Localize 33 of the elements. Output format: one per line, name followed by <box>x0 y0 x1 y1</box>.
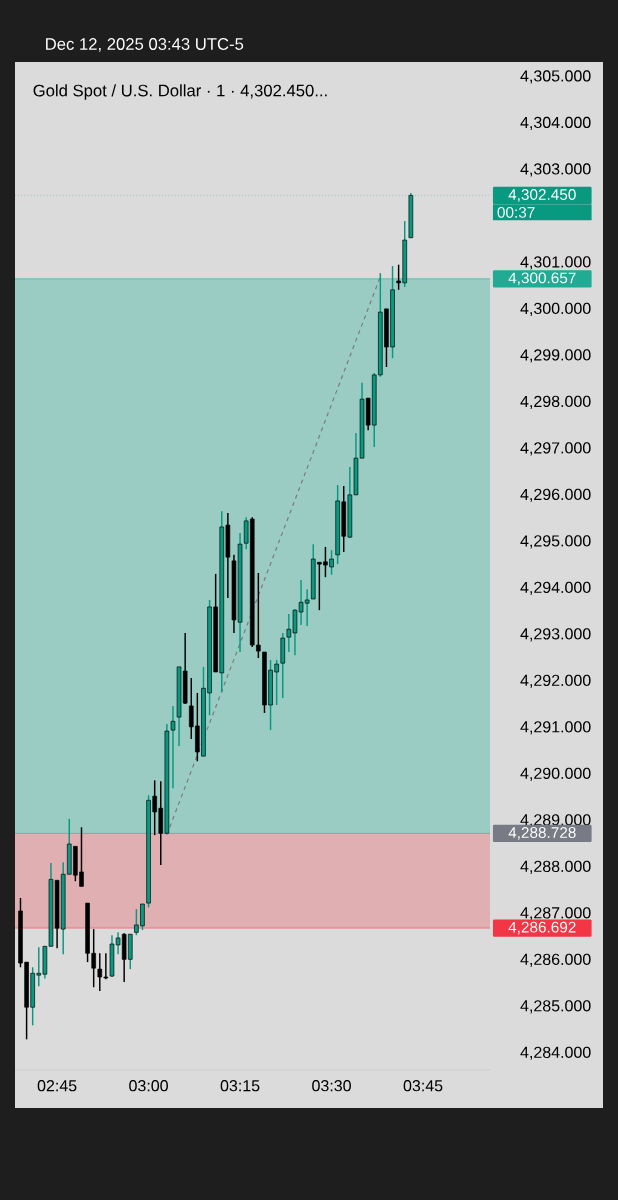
y-tick-label: 4,289.000 <box>520 814 591 828</box>
ref-line-label: 4,288.728 <box>508 827 576 840</box>
y-tick-label: 4,298.000 <box>520 395 591 409</box>
text: Gold Spot / U.S. Dollar · 1 · 4,302.450... <box>33 84 327 100</box>
y-tick-label: 4,300.000 <box>520 302 591 316</box>
y-tick-label: 4,303.000 <box>520 163 591 177</box>
text: 00:37 <box>497 206 535 218</box>
y-tick-label: 4,301.000 <box>520 256 591 270</box>
x-tick-label: 03:30 <box>312 1080 351 1092</box>
y-tick-label: 4,290.000 <box>520 767 591 781</box>
y-tick-label: 4,286.000 <box>520 953 591 967</box>
ref-line-label: 4,286.692 <box>508 921 576 935</box>
x-tick-label: 03:00 <box>129 1080 168 1092</box>
y-tick-label: 4,285.000 <box>520 1000 591 1014</box>
y-tick-label: 4,299.000 <box>520 349 591 363</box>
x-tick-label: 02:45 <box>37 1080 77 1092</box>
y-tick-label: 4,295.000 <box>520 535 591 549</box>
y-tick-label: 4,296.000 <box>520 488 591 502</box>
chart-subtitle: Dec 12, 2025 03:43 UTC-5 <box>46 38 244 52</box>
y-tick-label: 4,292.000 <box>520 674 591 688</box>
y-tick-label: 4,291.000 <box>520 721 591 735</box>
y-tick-label: 4,297.000 <box>520 442 591 456</box>
ref-line-label: 4,302.450 <box>508 189 576 202</box>
y-tick-label: 4,284.000 <box>520 1046 591 1060</box>
y-tick-label: 4,294.000 <box>520 581 591 595</box>
y-tick-label: 4,304.000 <box>520 116 591 130</box>
y-tick-label: 4,305.000 <box>520 70 591 84</box>
x-tick-label: 03:15 <box>220 1080 260 1092</box>
y-tick-label: 4,293.000 <box>520 628 591 642</box>
y-tick-label: 4,288.000 <box>520 860 591 874</box>
y-tick-label: 4,287.000 <box>520 907 591 921</box>
x-tick-label: 03:45 <box>403 1080 443 1092</box>
ref-line-label: 4,300.657 <box>508 272 576 286</box>
